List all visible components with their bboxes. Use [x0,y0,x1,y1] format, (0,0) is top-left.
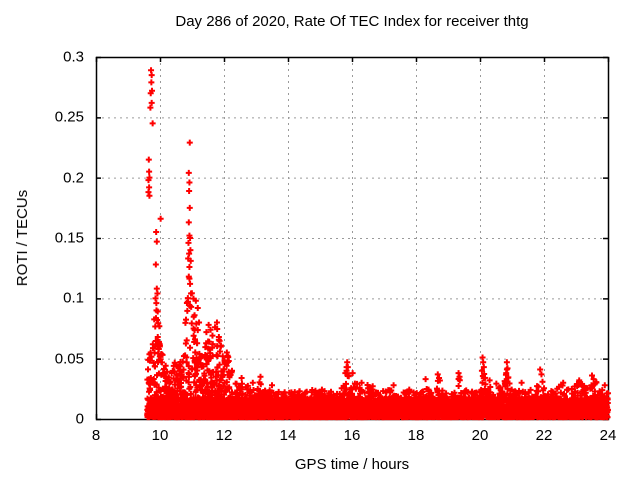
x-tick-label: 14 [279,427,297,444]
x-tick-label: 16 [343,427,361,444]
x-tick-label: 22 [535,427,553,444]
x-tick-label: 18 [407,427,425,444]
x-tick-label: 10 [151,427,169,444]
chart-title: Day 286 of 2020, Rate Of TEC Index for r… [175,13,529,30]
y-tick-label: 0.1 [63,289,84,307]
y-tick-label: 0.05 [54,350,84,368]
y-tick-label: 0.3 [63,48,84,66]
y-tick-label: 0 [75,410,84,428]
x-tick-label: 20 [471,427,489,444]
y-tick-label: 0.25 [54,108,84,126]
x-axis-label: GPS time / hours [294,456,410,473]
x-tick-label: 12 [215,427,233,444]
x-tick-label: 8 [91,427,101,444]
x-tick-label: 24 [599,427,617,444]
y-tick-label: 0.15 [54,229,84,247]
y-tick-label: 0.2 [63,169,84,187]
